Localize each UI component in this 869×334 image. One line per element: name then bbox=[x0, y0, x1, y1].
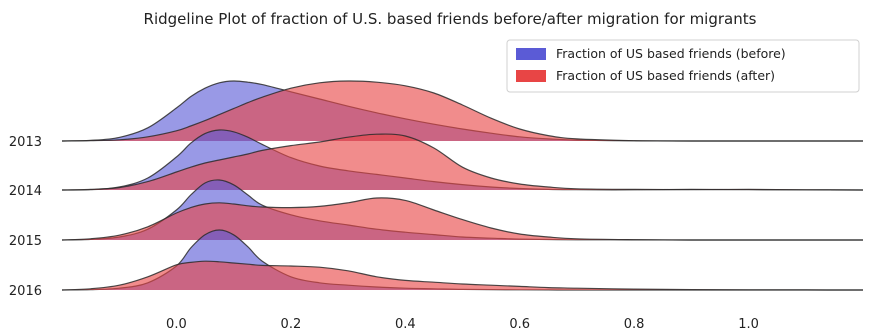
ridge-outline-2015-after bbox=[61, 197, 863, 241]
y-tick-label-2014: 2014 bbox=[9, 184, 42, 199]
x-tick-label: 0.6 bbox=[509, 317, 530, 332]
legend: Fraction of US based friends (before) Fr… bbox=[506, 39, 860, 93]
x-tick-label: 1.0 bbox=[738, 317, 759, 332]
legend-frame bbox=[506, 39, 860, 93]
ridge-outline-2013-after bbox=[61, 80, 863, 142]
chart-title: Ridgeline Plot of fraction of U.S. based… bbox=[144, 10, 757, 28]
legend-swatch-after bbox=[516, 70, 546, 82]
x-tick-label: 0.8 bbox=[624, 317, 645, 332]
ridge-area-2015-after bbox=[62, 197, 863, 241]
x-tick-label: 0.0 bbox=[166, 317, 187, 332]
y-tick-labels: 2013 2014 2015 2016 bbox=[9, 135, 42, 299]
y-tick-label-2013: 2013 bbox=[9, 135, 42, 150]
x-tick-labels: 0.0 0.2 0.4 0.6 0.8 1.0 bbox=[166, 317, 759, 332]
legend-label-after: Fraction of US based friends (after) bbox=[556, 68, 775, 83]
ridges-layer bbox=[61, 80, 864, 291]
ridge-area-2013-after bbox=[62, 80, 863, 142]
legend-swatch-before bbox=[516, 48, 546, 60]
ridge-outline-2016-after bbox=[61, 260, 864, 291]
x-tick-label: 0.4 bbox=[395, 317, 416, 332]
x-tick-label: 0.2 bbox=[281, 317, 302, 332]
y-tick-label-2016: 2016 bbox=[9, 284, 42, 299]
ridge-area-2016-after bbox=[62, 261, 863, 290]
legend-label-before: Fraction of US based friends (before) bbox=[556, 46, 786, 61]
ridge-area-2014-after bbox=[62, 134, 863, 190]
ridge-outline-2014-after bbox=[61, 133, 864, 191]
y-tick-label-2015: 2015 bbox=[9, 234, 42, 249]
